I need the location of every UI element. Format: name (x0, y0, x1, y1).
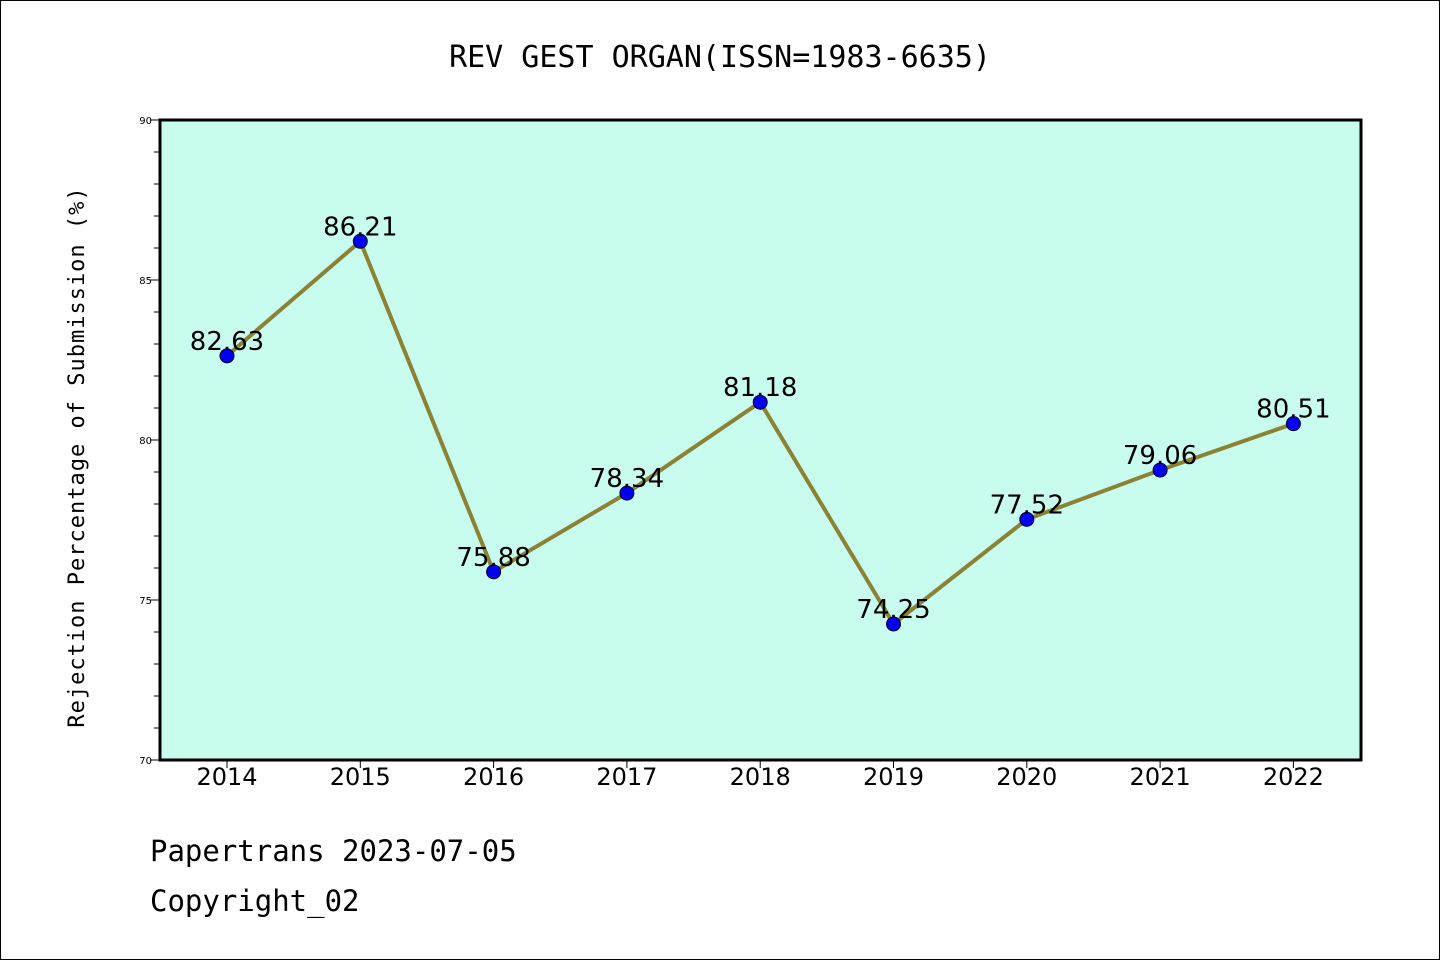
y-tick-label: 85 (139, 276, 152, 287)
x-tick-label: 2022 (1263, 763, 1324, 791)
x-axis-ticks: 2014 2015 2016 2017 2018 2019 2020 2021 2022 (196, 760, 1324, 791)
data-point (352, 233, 368, 249)
x-tick-label: 2014 (196, 763, 257, 791)
x-tick-label: 2017 (596, 763, 657, 791)
data-labels: 82.63 86.21 75.88 78.34 81.18 74.25 77.52 79.06… (190, 212, 1331, 625)
plot-area (158, 118, 1363, 762)
x-tick-label: 2019 (863, 763, 924, 791)
data-point (1285, 416, 1301, 432)
y-tick-label: 70 (139, 756, 152, 767)
data-label: 81.18 (723, 373, 797, 403)
data-point (1152, 462, 1168, 478)
y-tick-label: 75 (139, 596, 152, 607)
data-label: 82.63 (190, 327, 264, 357)
data-point (886, 616, 901, 632)
data-label: 80.51 (1256, 395, 1330, 425)
data-label: 86.21 (323, 212, 397, 242)
data-point (219, 348, 235, 364)
chart-title: REV GEST ORGAN(ISSN=1983-6635) (449, 40, 991, 75)
data-label: 74.25 (856, 595, 930, 625)
y-tick-label: 90 (139, 116, 152, 127)
y-tick-label: 80 (139, 436, 152, 447)
data-label: 78.34 (590, 464, 664, 494)
data-point (1019, 511, 1035, 527)
data-label: 77.52 (990, 490, 1064, 520)
series-markers (219, 233, 1301, 632)
data-label: 75.88 (456, 543, 530, 573)
x-tick-label: 2018 (730, 763, 791, 791)
x-tick-label: 2016 (463, 763, 524, 791)
y-axis-label: Rejection Percentage of Submission (%) (65, 186, 90, 727)
data-point (752, 394, 768, 410)
x-tick-label: 2021 (1130, 763, 1191, 791)
y-axis-ticks: 70 75 80 85 90 (139, 116, 160, 767)
x-tick-label: 2015 (330, 763, 391, 791)
x-tick-label: 2020 (996, 763, 1057, 791)
data-label: 79.06 (1123, 441, 1197, 471)
footer-date: Papertrans 2023-07-05 (150, 834, 517, 868)
data-point (486, 564, 502, 580)
footer-copyright: Copyright_02 (150, 884, 360, 918)
data-point (619, 485, 635, 501)
